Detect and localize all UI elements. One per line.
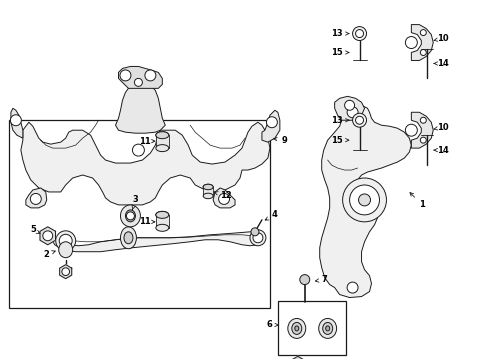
Circle shape (250, 228, 259, 236)
Ellipse shape (125, 210, 135, 222)
Polygon shape (291, 356, 303, 360)
Text: 9: 9 (273, 136, 287, 145)
Ellipse shape (203, 184, 213, 190)
Circle shape (420, 137, 426, 143)
Circle shape (299, 275, 309, 285)
Text: 15: 15 (330, 136, 348, 145)
Text: 13: 13 (330, 116, 348, 125)
Ellipse shape (156, 145, 168, 152)
Circle shape (344, 100, 354, 110)
Circle shape (266, 117, 277, 128)
Circle shape (61, 268, 69, 275)
Circle shape (120, 70, 131, 81)
Ellipse shape (156, 211, 168, 219)
Circle shape (144, 70, 156, 81)
Polygon shape (118, 67, 162, 88)
Polygon shape (51, 232, 264, 252)
Ellipse shape (156, 132, 168, 139)
Text: 14: 14 (433, 145, 448, 154)
Circle shape (420, 30, 426, 36)
Text: 8: 8 (0, 359, 1, 360)
Circle shape (56, 231, 76, 251)
Circle shape (10, 115, 21, 126)
Polygon shape (21, 122, 269, 205)
Text: 2: 2 (43, 250, 55, 259)
Ellipse shape (322, 323, 332, 334)
Text: 1: 1 (409, 193, 425, 210)
Ellipse shape (287, 319, 305, 338)
Circle shape (349, 185, 379, 215)
Ellipse shape (203, 184, 213, 190)
Bar (156, 215, 168, 228)
Polygon shape (410, 24, 432, 60)
Text: 3: 3 (132, 195, 138, 210)
Circle shape (405, 37, 416, 49)
Circle shape (358, 194, 370, 206)
Circle shape (59, 234, 72, 247)
Circle shape (346, 282, 357, 293)
Circle shape (405, 124, 416, 136)
Bar (277, 301, 345, 355)
Circle shape (355, 116, 363, 124)
Ellipse shape (120, 227, 136, 249)
Text: 6: 6 (265, 320, 278, 329)
Circle shape (218, 193, 229, 204)
Ellipse shape (318, 319, 336, 338)
Polygon shape (115, 84, 165, 133)
Polygon shape (334, 96, 364, 120)
Ellipse shape (291, 323, 301, 334)
Text: 14: 14 (433, 59, 448, 68)
Bar (9, 120, 269, 307)
Ellipse shape (59, 242, 73, 258)
Polygon shape (11, 108, 23, 138)
Text: 4: 4 (264, 210, 277, 220)
Text: 5: 5 (30, 225, 40, 234)
Text: 10: 10 (433, 123, 448, 132)
Circle shape (249, 230, 265, 246)
Text: 15: 15 (330, 48, 348, 57)
Circle shape (134, 78, 142, 86)
Polygon shape (319, 105, 410, 298)
Circle shape (342, 178, 386, 222)
Circle shape (355, 30, 363, 37)
Circle shape (293, 359, 301, 360)
Circle shape (132, 144, 144, 156)
Polygon shape (410, 112, 432, 148)
Polygon shape (213, 188, 235, 208)
Ellipse shape (124, 232, 133, 244)
Ellipse shape (294, 326, 298, 331)
Circle shape (420, 50, 426, 55)
Ellipse shape (156, 211, 168, 219)
Text: 13: 13 (330, 29, 348, 38)
Text: 11: 11 (138, 217, 155, 226)
Circle shape (346, 107, 357, 118)
Text: 12: 12 (214, 192, 231, 201)
Ellipse shape (203, 193, 213, 199)
Ellipse shape (156, 132, 168, 139)
Bar (156, 135, 168, 148)
Circle shape (30, 193, 41, 204)
Text: 11: 11 (138, 137, 155, 146)
Polygon shape (262, 110, 279, 142)
Text: 7: 7 (315, 275, 327, 284)
Ellipse shape (120, 205, 140, 227)
Polygon shape (26, 188, 47, 208)
Ellipse shape (325, 326, 329, 331)
Bar (203, 187, 213, 196)
Circle shape (352, 113, 366, 127)
Polygon shape (40, 227, 56, 245)
Ellipse shape (156, 224, 168, 231)
Circle shape (43, 231, 53, 241)
Circle shape (352, 27, 366, 41)
Circle shape (252, 233, 263, 243)
Circle shape (420, 117, 426, 123)
Text: 10: 10 (433, 34, 448, 43)
Circle shape (126, 212, 134, 220)
Polygon shape (60, 265, 72, 279)
